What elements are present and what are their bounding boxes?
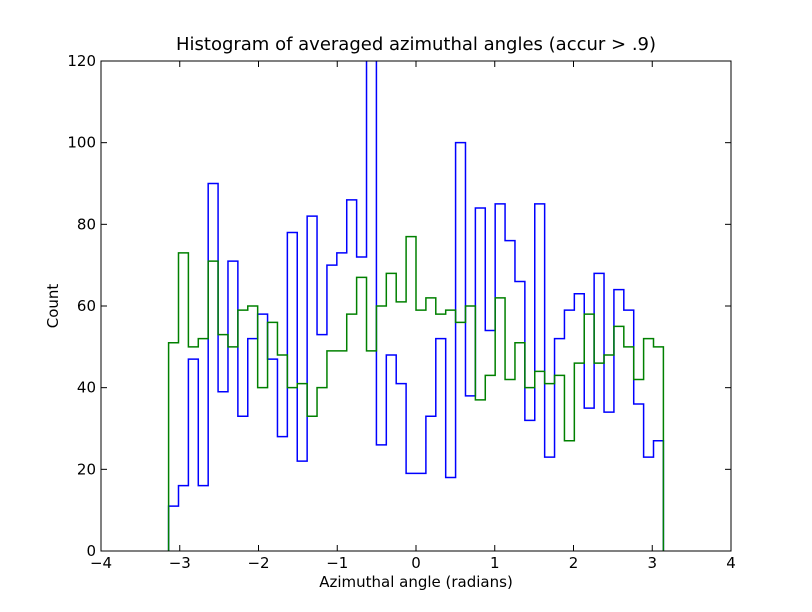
y-tick-label: 120 <box>67 52 96 70</box>
x-tick-label: 4 <box>726 554 736 572</box>
y-tick-label: 60 <box>77 297 96 315</box>
series-2-step-line <box>167 235 665 551</box>
x-tick-label: 3 <box>647 554 657 572</box>
x-tick-label: 1 <box>490 554 500 572</box>
y-tick-label: 100 <box>67 134 96 152</box>
x-tick-label: −4 <box>90 554 112 572</box>
chart-title: Histogram of averaged azimuthal angles (… <box>176 34 656 55</box>
x-tick-label: −2 <box>247 554 269 572</box>
y-tick-label: 0 <box>86 542 96 560</box>
x-tick-label: 2 <box>569 554 579 572</box>
y-axis-label: Count <box>44 284 62 329</box>
series-2 <box>167 235 665 551</box>
plot-area <box>167 61 665 551</box>
x-axis-label: Azimuthal angle (radians) <box>319 573 513 591</box>
x-tick-label: −3 <box>169 554 191 572</box>
y-tick-label: 20 <box>77 460 96 478</box>
y-tick-label: 40 <box>77 379 96 397</box>
x-tick-label: 0 <box>411 554 421 572</box>
x-tick-label: −1 <box>326 554 348 572</box>
y-tick-label: 80 <box>77 215 96 233</box>
